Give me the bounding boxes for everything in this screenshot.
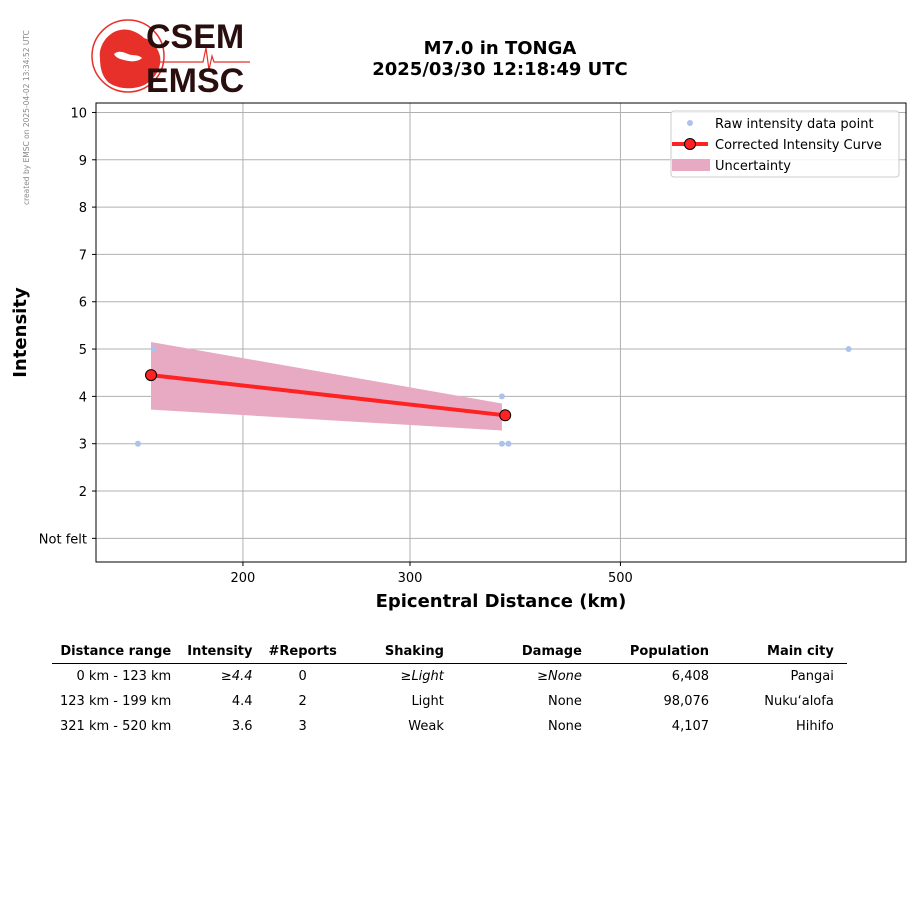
legend-point-swatch bbox=[687, 120, 693, 126]
title-line2: 2025/03/30 12:18:49 UTC bbox=[372, 59, 628, 80]
corrected-curve-line bbox=[150, 373, 506, 418]
cell-shaking: ≥Light bbox=[400, 669, 444, 684]
header-damage: Damage bbox=[451, 640, 590, 664]
y-tick-label: 4 bbox=[79, 390, 87, 405]
y-tick-label: 7 bbox=[79, 248, 87, 263]
y-tick-label: 2 bbox=[79, 485, 87, 500]
raw-data-point bbox=[498, 393, 505, 400]
chart-title: M7.0 in TONGA 2025/03/30 12:18:49 UTC bbox=[300, 38, 700, 80]
title-line1: M7.0 in TONGA bbox=[423, 38, 577, 59]
plot-frame bbox=[95, 102, 907, 563]
curve-marker bbox=[145, 369, 158, 382]
cell-city: Pangai bbox=[790, 669, 834, 684]
cell-shaking: Light bbox=[411, 694, 444, 709]
y-axis-label: Intensity bbox=[10, 287, 31, 378]
raw-data-point bbox=[150, 346, 157, 353]
cell-city: Nuku‘alofa bbox=[764, 694, 834, 709]
intensity-table: Distance range Intensity #Reports Shakin… bbox=[52, 640, 847, 739]
cell-distance: 0 km - 123 km bbox=[76, 669, 172, 684]
logo-seismic-trace bbox=[150, 47, 250, 71]
legend: Raw intensity data point Corrected Intens… bbox=[670, 110, 900, 178]
header-shaking: Shaking bbox=[344, 640, 452, 664]
raw-points-layer bbox=[134, 346, 852, 447]
y-tick-label: 5 bbox=[79, 343, 87, 358]
raw-data-point bbox=[845, 346, 852, 353]
logo-globe-water bbox=[114, 51, 142, 62]
cell-distance: 123 km - 199 km bbox=[60, 694, 172, 709]
header-city: Main city bbox=[717, 640, 847, 664]
header-intensity: Intensity bbox=[179, 640, 261, 664]
header-reports: #Reports bbox=[260, 640, 345, 664]
cell-damage: None bbox=[547, 719, 582, 734]
header-population: Population bbox=[589, 640, 718, 664]
intensity-chart: 200 300 500 Not felt 2 3 4 5 6 7 8 9 10 Epicentral … bbox=[10, 102, 907, 612]
uncertainty-band-layer bbox=[151, 341, 502, 431]
cell-reports: 0 bbox=[298, 669, 307, 684]
legend-marker-swatch bbox=[684, 138, 696, 150]
x-tick-label: 200 bbox=[231, 571, 256, 586]
y-tick-label: 6 bbox=[79, 296, 87, 311]
cell-intensity: ≥4.4 bbox=[220, 669, 253, 684]
header-distance: Distance range bbox=[52, 640, 180, 664]
legend-label: Corrected Intensity Curve bbox=[715, 138, 882, 153]
cell-shaking: Weak bbox=[408, 719, 444, 734]
cell-damage: None bbox=[547, 694, 582, 709]
cell-population: 4,107 bbox=[671, 719, 710, 734]
emsc-logo: CSEM EMSC bbox=[91, 18, 250, 98]
cell-population: 98,076 bbox=[663, 694, 710, 709]
table-header-row: Distance range Intensity #Reports Shakin… bbox=[52, 640, 847, 664]
y-tick-label: 9 bbox=[79, 154, 87, 169]
y-tick-label: 8 bbox=[79, 201, 87, 216]
raw-data-point bbox=[498, 440, 505, 447]
cell-reports: 2 bbox=[298, 694, 307, 709]
curve-marker bbox=[499, 409, 512, 422]
logo-globe-ring bbox=[91, 19, 165, 93]
y-tick-label: 10 bbox=[70, 106, 87, 121]
table-row: 321 km - 520 km 3.6 3 Weak None 4,107 Hi… bbox=[52, 714, 847, 739]
cell-intensity: 4.4 bbox=[231, 694, 253, 709]
cell-city: Hihifo bbox=[796, 719, 834, 734]
y-tick-labels: Not felt 2 3 4 5 6 7 8 9 10 bbox=[39, 106, 96, 547]
logo-line2: EMSC bbox=[146, 62, 244, 98]
y-tick-label: Not felt bbox=[39, 532, 87, 547]
legend-label: Raw intensity data point bbox=[715, 117, 874, 132]
cell-damage: ≥None bbox=[537, 669, 582, 684]
logo-line1: CSEM bbox=[146, 18, 244, 56]
cell-intensity: 3.6 bbox=[231, 719, 253, 734]
cell-population: 6,408 bbox=[671, 669, 710, 684]
table-row: 123 km - 199 km 4.4 2 Light None 98,076 … bbox=[52, 689, 847, 714]
raw-data-point bbox=[505, 440, 512, 447]
cell-reports: 3 bbox=[298, 719, 307, 734]
raw-data-point bbox=[134, 440, 141, 447]
cell-distance: 321 km - 520 km bbox=[60, 719, 172, 734]
curve-layer bbox=[145, 369, 512, 422]
legend-box bbox=[670, 110, 900, 178]
legend-label: Uncertainty bbox=[715, 159, 791, 174]
x-tick-labels: 200 300 500 bbox=[231, 562, 633, 586]
legend-band-swatch bbox=[672, 159, 710, 171]
x-tick-label: 300 bbox=[398, 571, 423, 586]
x-axis-label: Epicentral Distance (km) bbox=[376, 591, 627, 612]
uncertainty-band bbox=[151, 341, 502, 431]
table-row: 0 km - 123 km ≥4.4 0 ≥Light ≥None 6,408 … bbox=[52, 664, 847, 690]
x-tick-label: 500 bbox=[608, 571, 633, 586]
y-tick-label: 3 bbox=[79, 438, 87, 453]
